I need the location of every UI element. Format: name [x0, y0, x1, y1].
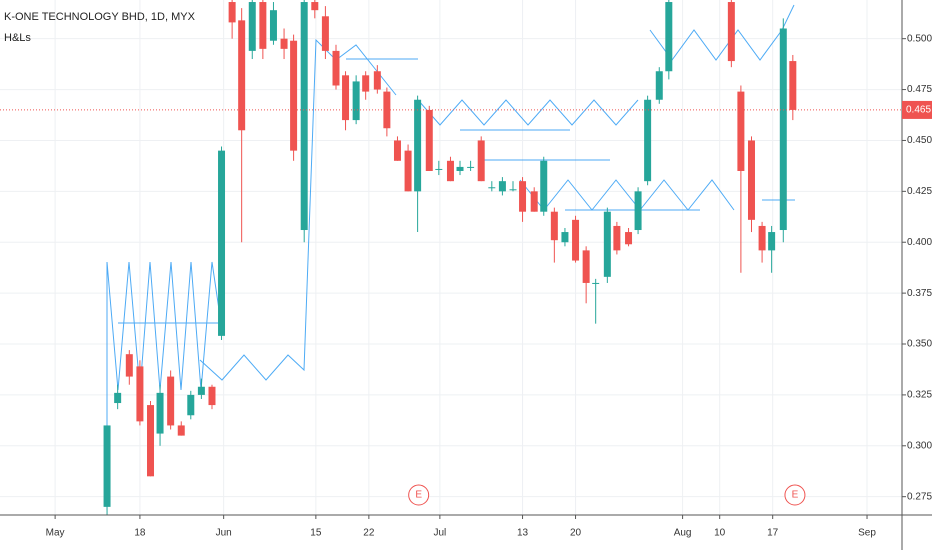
candle-body — [404, 150, 412, 192]
y-tick-label: 0.400 — [907, 237, 932, 248]
indicator-name: H&Ls — [4, 32, 31, 44]
candle-body — [311, 2, 319, 11]
y-tick-label: 0.350 — [907, 339, 932, 350]
earnings-label: E — [415, 490, 422, 501]
candle-body — [352, 81, 360, 121]
x-tick-label: 13 — [517, 528, 529, 539]
candle-body — [747, 140, 755, 220]
candle-body — [373, 71, 381, 90]
indicator-line — [106, 261, 223, 510]
candle-body — [167, 376, 175, 426]
candle-body — [103, 425, 111, 507]
candle-body — [156, 392, 164, 434]
candle-body — [125, 354, 133, 377]
earnings-marker — [408, 484, 430, 506]
earnings-label: E — [792, 490, 799, 501]
candle-body — [300, 2, 308, 231]
candle-body — [446, 160, 454, 182]
indicator-line — [519, 179, 735, 211]
candle-body — [561, 232, 569, 243]
candle-body — [498, 181, 506, 192]
candle-body — [332, 50, 340, 86]
candle-body — [665, 2, 673, 72]
candle-body — [228, 2, 236, 23]
y-tick-label: 0.500 — [907, 33, 932, 44]
candle-body — [477, 140, 485, 182]
candle-body — [582, 250, 590, 283]
y-tick-label: 0.300 — [907, 440, 932, 451]
candle-body — [540, 160, 548, 212]
candle-body — [603, 211, 611, 277]
candle-body — [727, 2, 735, 62]
x-tick-label: Aug — [674, 528, 692, 539]
indicator-line — [199, 38, 397, 381]
candle-body — [197, 386, 205, 395]
x-tick-label: Sep — [858, 528, 876, 539]
candle-body — [269, 10, 277, 41]
x-tick-label: 20 — [570, 528, 582, 539]
candle-body — [259, 2, 267, 49]
x-tick-label: 15 — [310, 528, 322, 539]
indicator-lines — [106, 4, 795, 510]
last-price-label: 0.465 — [906, 105, 931, 116]
candle-body — [530, 191, 538, 212]
candle-body — [572, 219, 580, 261]
indicator-line — [649, 4, 795, 61]
y-tick-label: 0.375 — [907, 288, 932, 299]
candle-body — [550, 211, 558, 241]
candle-body — [655, 71, 663, 100]
candle-body — [467, 166, 475, 168]
candle-body — [290, 40, 298, 151]
candle-body — [362, 75, 370, 92]
y-tick-label: 0.325 — [907, 390, 932, 401]
candle-body — [280, 38, 288, 49]
candle-body — [187, 394, 195, 416]
candle-body — [136, 366, 144, 422]
candle-body — [768, 232, 776, 251]
candle-body — [625, 232, 633, 245]
x-tick-label: 17 — [767, 528, 779, 539]
candle-body — [248, 2, 256, 51]
candle-body — [644, 99, 652, 182]
candle-body — [435, 168, 443, 170]
candle-body — [208, 386, 216, 406]
candle-body — [218, 150, 226, 336]
y-tick-label: 0.450 — [907, 135, 932, 146]
candle-body — [425, 109, 433, 171]
x-tick-label: 10 — [714, 528, 726, 539]
candle-body — [456, 166, 464, 171]
candle-body — [779, 28, 787, 231]
indicator-line — [417, 99, 639, 126]
y-tick-label: 0.425 — [907, 186, 932, 197]
candle-body — [114, 392, 122, 404]
last-price-box — [902, 100, 932, 119]
candle-body — [238, 20, 246, 131]
candle-body — [737, 91, 745, 171]
candle-body — [414, 99, 422, 192]
earnings-marker — [784, 484, 806, 506]
y-tick-label: 0.475 — [907, 84, 932, 95]
candle-body — [592, 282, 600, 284]
candle-body — [634, 191, 642, 231]
chart-title: K-ONE TECHNOLOGY BHD, 1D, MYX — [4, 11, 196, 23]
candle-body — [519, 181, 527, 212]
candle-body — [613, 225, 621, 251]
x-tick-label: May — [46, 528, 65, 539]
candle-body — [342, 75, 350, 121]
candle-body — [177, 425, 185, 436]
candle-body — [321, 16, 329, 51]
x-tick-label: Jun — [216, 528, 232, 539]
x-tick-label: 22 — [363, 528, 375, 539]
candle-body — [393, 140, 401, 161]
candle-body — [147, 405, 155, 477]
x-tick-label: Jul — [433, 528, 446, 539]
candle-body — [383, 91, 391, 129]
y-tick-label: 0.275 — [907, 491, 932, 502]
candle-body — [758, 225, 766, 251]
x-tick-label: 18 — [134, 528, 146, 539]
candle-body — [789, 61, 797, 110]
candle-body — [488, 187, 496, 189]
candle-body — [509, 189, 517, 191]
